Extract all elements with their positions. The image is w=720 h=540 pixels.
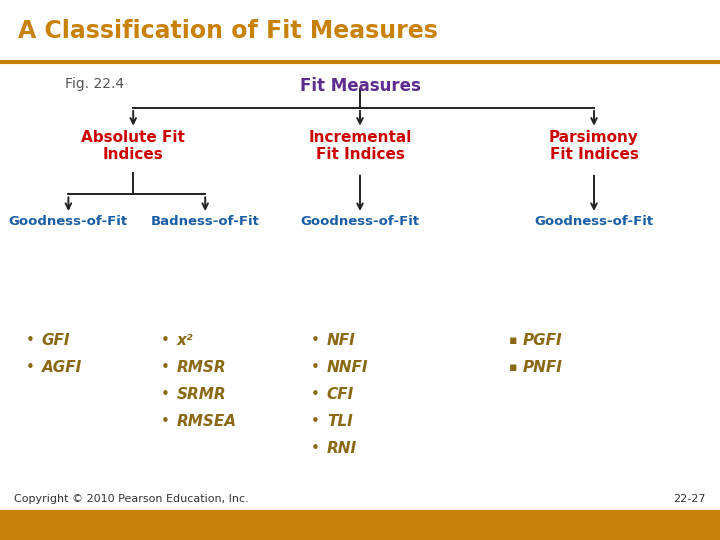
Text: Badness-of-Fit: Badness-of-Fit (150, 215, 260, 228)
Text: Absolute Fit
Indices: Absolute Fit Indices (81, 130, 185, 162)
Text: 22-27: 22-27 (673, 494, 706, 504)
Text: Goodness-of-Fit: Goodness-of-Fit (9, 215, 128, 228)
Text: •: • (161, 387, 170, 402)
Text: •: • (311, 441, 320, 456)
Text: •: • (161, 414, 170, 429)
Text: Incremental
Fit Indices: Incremental Fit Indices (308, 130, 412, 162)
Text: PGFI: PGFI (523, 333, 562, 348)
Text: PNFI: PNFI (523, 360, 562, 375)
Text: Copyright © 2010 Pearson Education, Inc.: Copyright © 2010 Pearson Education, Inc. (14, 494, 249, 504)
Text: NNFI: NNFI (327, 360, 369, 375)
Text: GFI: GFI (42, 333, 71, 348)
Bar (0, 510, 720, 540)
Text: NFI: NFI (327, 333, 356, 348)
Text: Goodness-of-Fit: Goodness-of-Fit (300, 215, 420, 228)
Text: •: • (26, 333, 35, 348)
Text: •: • (26, 360, 35, 375)
Text: Fit Measures: Fit Measures (300, 77, 420, 94)
Text: TLI: TLI (327, 414, 353, 429)
Text: A Classification of Fit Measures: A Classification of Fit Measures (18, 19, 438, 43)
Text: Parsimony
Fit Indices: Parsimony Fit Indices (549, 130, 639, 162)
Text: SRMR: SRMR (177, 387, 227, 402)
Text: •: • (311, 333, 320, 348)
Text: ▪: ▪ (508, 334, 517, 347)
Text: Goodness-of-Fit: Goodness-of-Fit (534, 215, 654, 228)
Text: •: • (311, 387, 320, 402)
Text: AGFI: AGFI (42, 360, 82, 375)
Text: Fig. 22.4: Fig. 22.4 (65, 77, 124, 91)
Text: x²: x² (177, 333, 194, 348)
Text: RMSR: RMSR (177, 360, 227, 375)
Text: •: • (311, 414, 320, 429)
Text: •: • (311, 360, 320, 375)
Text: •: • (161, 360, 170, 375)
Text: •: • (161, 333, 170, 348)
Text: ▪: ▪ (508, 361, 517, 374)
Text: CFI: CFI (327, 387, 354, 402)
Text: RNI: RNI (327, 441, 357, 456)
Text: RMSEA: RMSEA (177, 414, 237, 429)
